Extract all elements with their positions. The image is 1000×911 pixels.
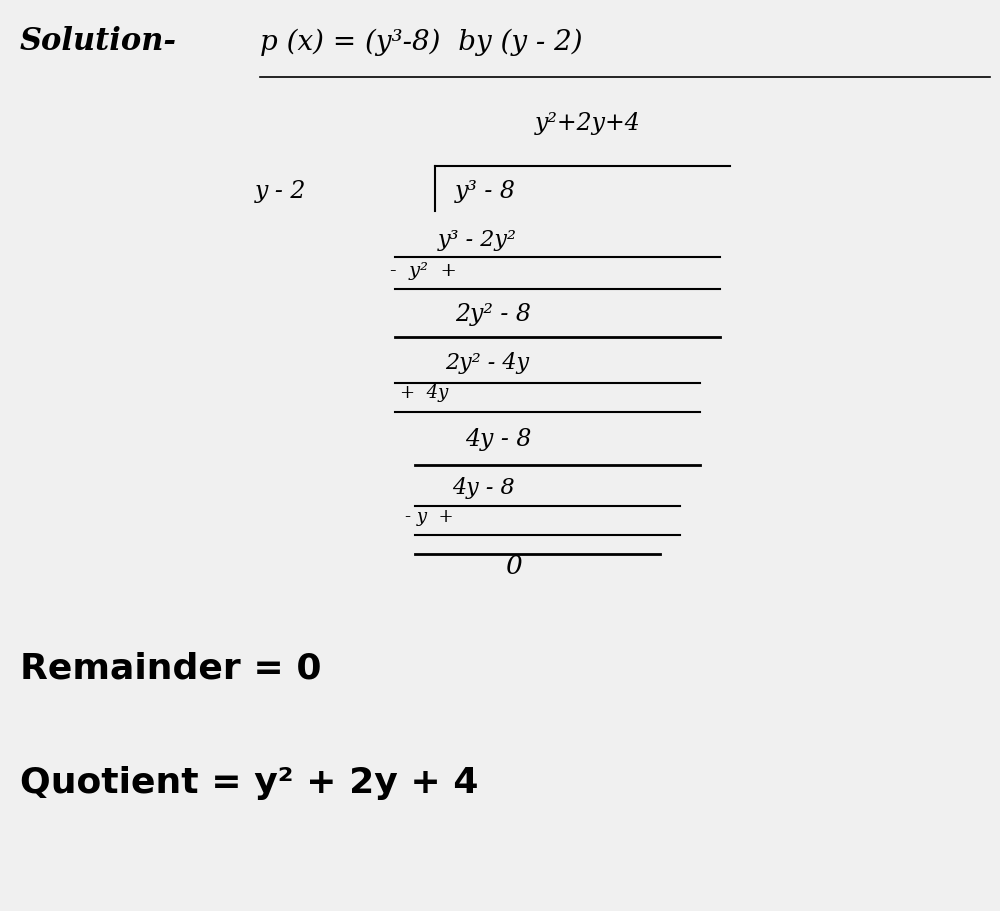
Text: y³ - 2y²: y³ - 2y² bbox=[438, 229, 517, 251]
Text: y - 2: y - 2 bbox=[255, 179, 306, 202]
Text: -  y²  +: - y² + bbox=[390, 262, 457, 280]
Text: 4y - 8: 4y - 8 bbox=[452, 476, 515, 498]
Text: p (x) = (y³-8)  by (y - 2): p (x) = (y³-8) by (y - 2) bbox=[260, 29, 583, 56]
Text: y³ - 8: y³ - 8 bbox=[455, 179, 516, 202]
Text: Remainder = 0: Remainder = 0 bbox=[20, 651, 322, 686]
Text: 4y - 8: 4y - 8 bbox=[465, 428, 531, 451]
Text: +  4y: + 4y bbox=[400, 384, 448, 402]
Text: y²+2y+4: y²+2y+4 bbox=[535, 112, 641, 135]
Text: 2y² - 4y: 2y² - 4y bbox=[445, 352, 529, 374]
Text: Solution-: Solution- bbox=[20, 26, 177, 57]
Text: 2y² - 8: 2y² - 8 bbox=[455, 302, 531, 325]
Text: Quotient = y² + 2y + 4: Quotient = y² + 2y + 4 bbox=[20, 765, 479, 800]
Text: - y  +: - y + bbox=[405, 508, 454, 526]
Text: 0: 0 bbox=[505, 554, 522, 578]
